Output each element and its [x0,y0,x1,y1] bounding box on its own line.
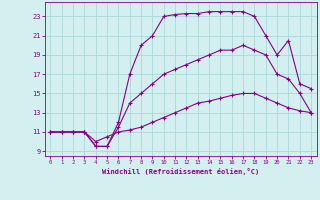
X-axis label: Windchill (Refroidissement éolien,°C): Windchill (Refroidissement éolien,°C) [102,168,260,175]
